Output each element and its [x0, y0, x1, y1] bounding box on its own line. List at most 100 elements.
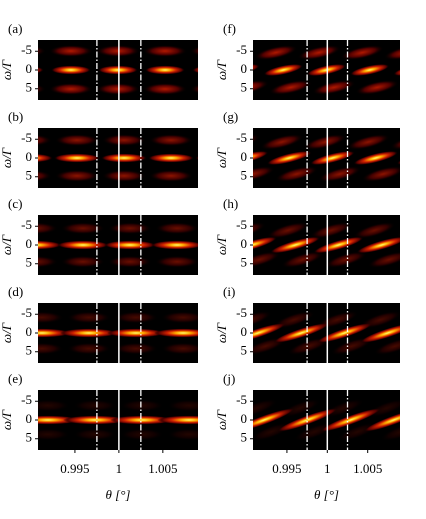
- spectral-feature: [266, 150, 312, 166]
- spectral-feature: [266, 222, 310, 239]
- spectral-feature: [114, 342, 158, 355]
- spectral-feature: [316, 323, 373, 343]
- spectral-feature: [360, 323, 400, 343]
- spectral-feature: [273, 323, 329, 343]
- spectral-feature: [167, 428, 198, 441]
- spectral-feature: [253, 166, 275, 182]
- y-tick-label: 5: [26, 343, 33, 358]
- heatmap: [253, 40, 400, 100]
- spectral-feature: [263, 63, 303, 77]
- y-tick-label: 5: [241, 255, 248, 270]
- spectral-feature: [120, 399, 164, 412]
- y-tick-label: 0: [26, 324, 33, 339]
- spectral-feature: [66, 342, 111, 355]
- y-tick-label: 5: [26, 80, 33, 95]
- spectral-feature: [102, 134, 146, 147]
- x-tick-label: 0.995: [60, 461, 89, 476]
- y-axis-label: ω/Γ: [214, 322, 229, 343]
- y-axis-label: ω/Γ: [0, 409, 14, 430]
- x-axis-label: θ [°]: [314, 487, 339, 502]
- spectral-feature: [155, 255, 198, 268]
- spectral-feature: [38, 255, 58, 268]
- spectral-feature: [346, 134, 390, 150]
- spectral-feature: [396, 150, 400, 166]
- spectral-feature: [415, 334, 426, 359]
- spectral-feature: [167, 399, 198, 412]
- spectral-feature: [399, 236, 400, 254]
- spectral-feature: [254, 45, 298, 61]
- y-tick-label: -5: [236, 217, 247, 232]
- spectral-feature: [367, 251, 400, 268]
- y-tick-label: 0: [241, 324, 248, 339]
- spectral-feature: [96, 45, 140, 57]
- spectral-feature: [96, 83, 140, 95]
- y-tick-label: 5: [241, 168, 248, 183]
- spectral-feature: [253, 251, 281, 268]
- spectral-feature: [110, 415, 174, 425]
- spectral-feature: [54, 169, 99, 182]
- spectral-feature: [104, 240, 156, 250]
- spectral-feature: [62, 415, 127, 425]
- y-tick-label: 0: [26, 61, 33, 76]
- spectral-feature: [154, 328, 198, 338]
- panel-label: (c): [8, 196, 22, 211]
- spectral-feature: [72, 399, 117, 412]
- panel-label: (e): [8, 371, 22, 386]
- spectral-feature: [38, 66, 44, 74]
- spectral-feature: [365, 398, 400, 418]
- spectral-feature: [98, 65, 138, 75]
- heatmap: [253, 128, 400, 188]
- spectral-feature: [151, 240, 198, 250]
- spectral-feature: [405, 405, 426, 435]
- spectral-feature: [340, 45, 384, 61]
- spectral-feature: [309, 222, 353, 239]
- spectral-feature: [310, 150, 355, 166]
- spectral-feature: [149, 134, 194, 147]
- spectral-feature: [38, 134, 52, 146]
- spectral-feature: [318, 166, 362, 182]
- spectral-feature: [253, 79, 270, 95]
- spectral-feature: [108, 255, 152, 268]
- spectral-feature: [38, 399, 70, 412]
- spectral-feature: [38, 240, 62, 250]
- spectral-feature: [402, 320, 426, 346]
- spectral-feature: [353, 150, 399, 166]
- spectral-feature: [38, 222, 58, 235]
- spectral-feature: [269, 79, 313, 95]
- y-axis-label: ω/Γ: [0, 59, 14, 80]
- spectral-feature: [398, 79, 400, 95]
- spectral-feature: [359, 310, 400, 329]
- heatmap: [253, 390, 426, 450]
- spectral-feature: [401, 307, 426, 332]
- spectral-feature: [277, 408, 338, 432]
- spectral-feature: [60, 255, 105, 268]
- y-tick-label: -5: [236, 130, 247, 145]
- y-tick-label: -5: [21, 392, 32, 407]
- spectral-feature: [38, 342, 64, 355]
- spectral-feature: [101, 153, 147, 163]
- heatmap: [38, 303, 198, 363]
- heatmap: [38, 128, 198, 188]
- y-tick-label: 5: [241, 80, 248, 95]
- spectral-feature: [108, 222, 152, 235]
- spectral-feature: [273, 310, 316, 329]
- y-tick-label: 0: [241, 61, 248, 76]
- y-tick-label: 5: [26, 255, 33, 270]
- heatmap: [38, 390, 198, 450]
- spectral-feature: [72, 428, 117, 441]
- panel-label: (g): [223, 109, 238, 124]
- spectral-feature: [303, 134, 347, 150]
- x-tick-label: 1: [324, 461, 331, 476]
- y-tick-label: -5: [21, 217, 32, 232]
- spectral-feature: [275, 166, 319, 182]
- spectral-feature: [195, 155, 198, 161]
- spectral-feature: [107, 328, 165, 338]
- spectral-feature: [192, 66, 198, 74]
- spectral-feature: [297, 45, 341, 61]
- y-tick-label: 5: [26, 430, 33, 445]
- heatmap: [38, 40, 198, 100]
- y-axis-label: ω/Γ: [0, 322, 14, 343]
- spectral-feature: [373, 337, 400, 356]
- y-tick-label: 0: [241, 149, 248, 164]
- y-tick-label: 0: [26, 411, 33, 426]
